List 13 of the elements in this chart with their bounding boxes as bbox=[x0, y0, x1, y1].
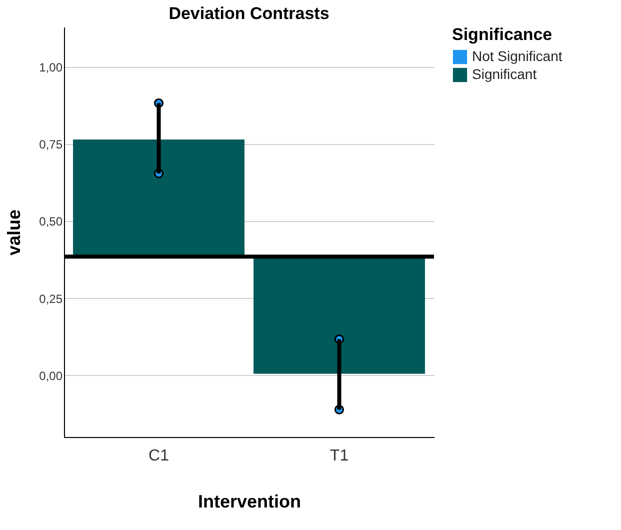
y-tick-label: 0,50 bbox=[39, 214, 63, 229]
y-tick-label: 1,00 bbox=[39, 60, 63, 75]
y-tick-label: 0,75 bbox=[39, 138, 63, 152]
legend-label: Not Significant bbox=[472, 48, 562, 64]
chart-title: Deviation Contrasts bbox=[168, 4, 330, 23]
y-axis-title: value bbox=[4, 209, 24, 256]
y-tick-label: 0,00 bbox=[39, 368, 63, 383]
y-tick-label: 0,25 bbox=[39, 292, 63, 306]
legend-label: Significant bbox=[472, 66, 537, 82]
legend-title: Significance bbox=[452, 25, 552, 44]
x-tick-label: T1 bbox=[330, 448, 349, 464]
x-tick-label: C1 bbox=[148, 448, 170, 464]
x-axis-title: Intervention bbox=[198, 492, 302, 512]
